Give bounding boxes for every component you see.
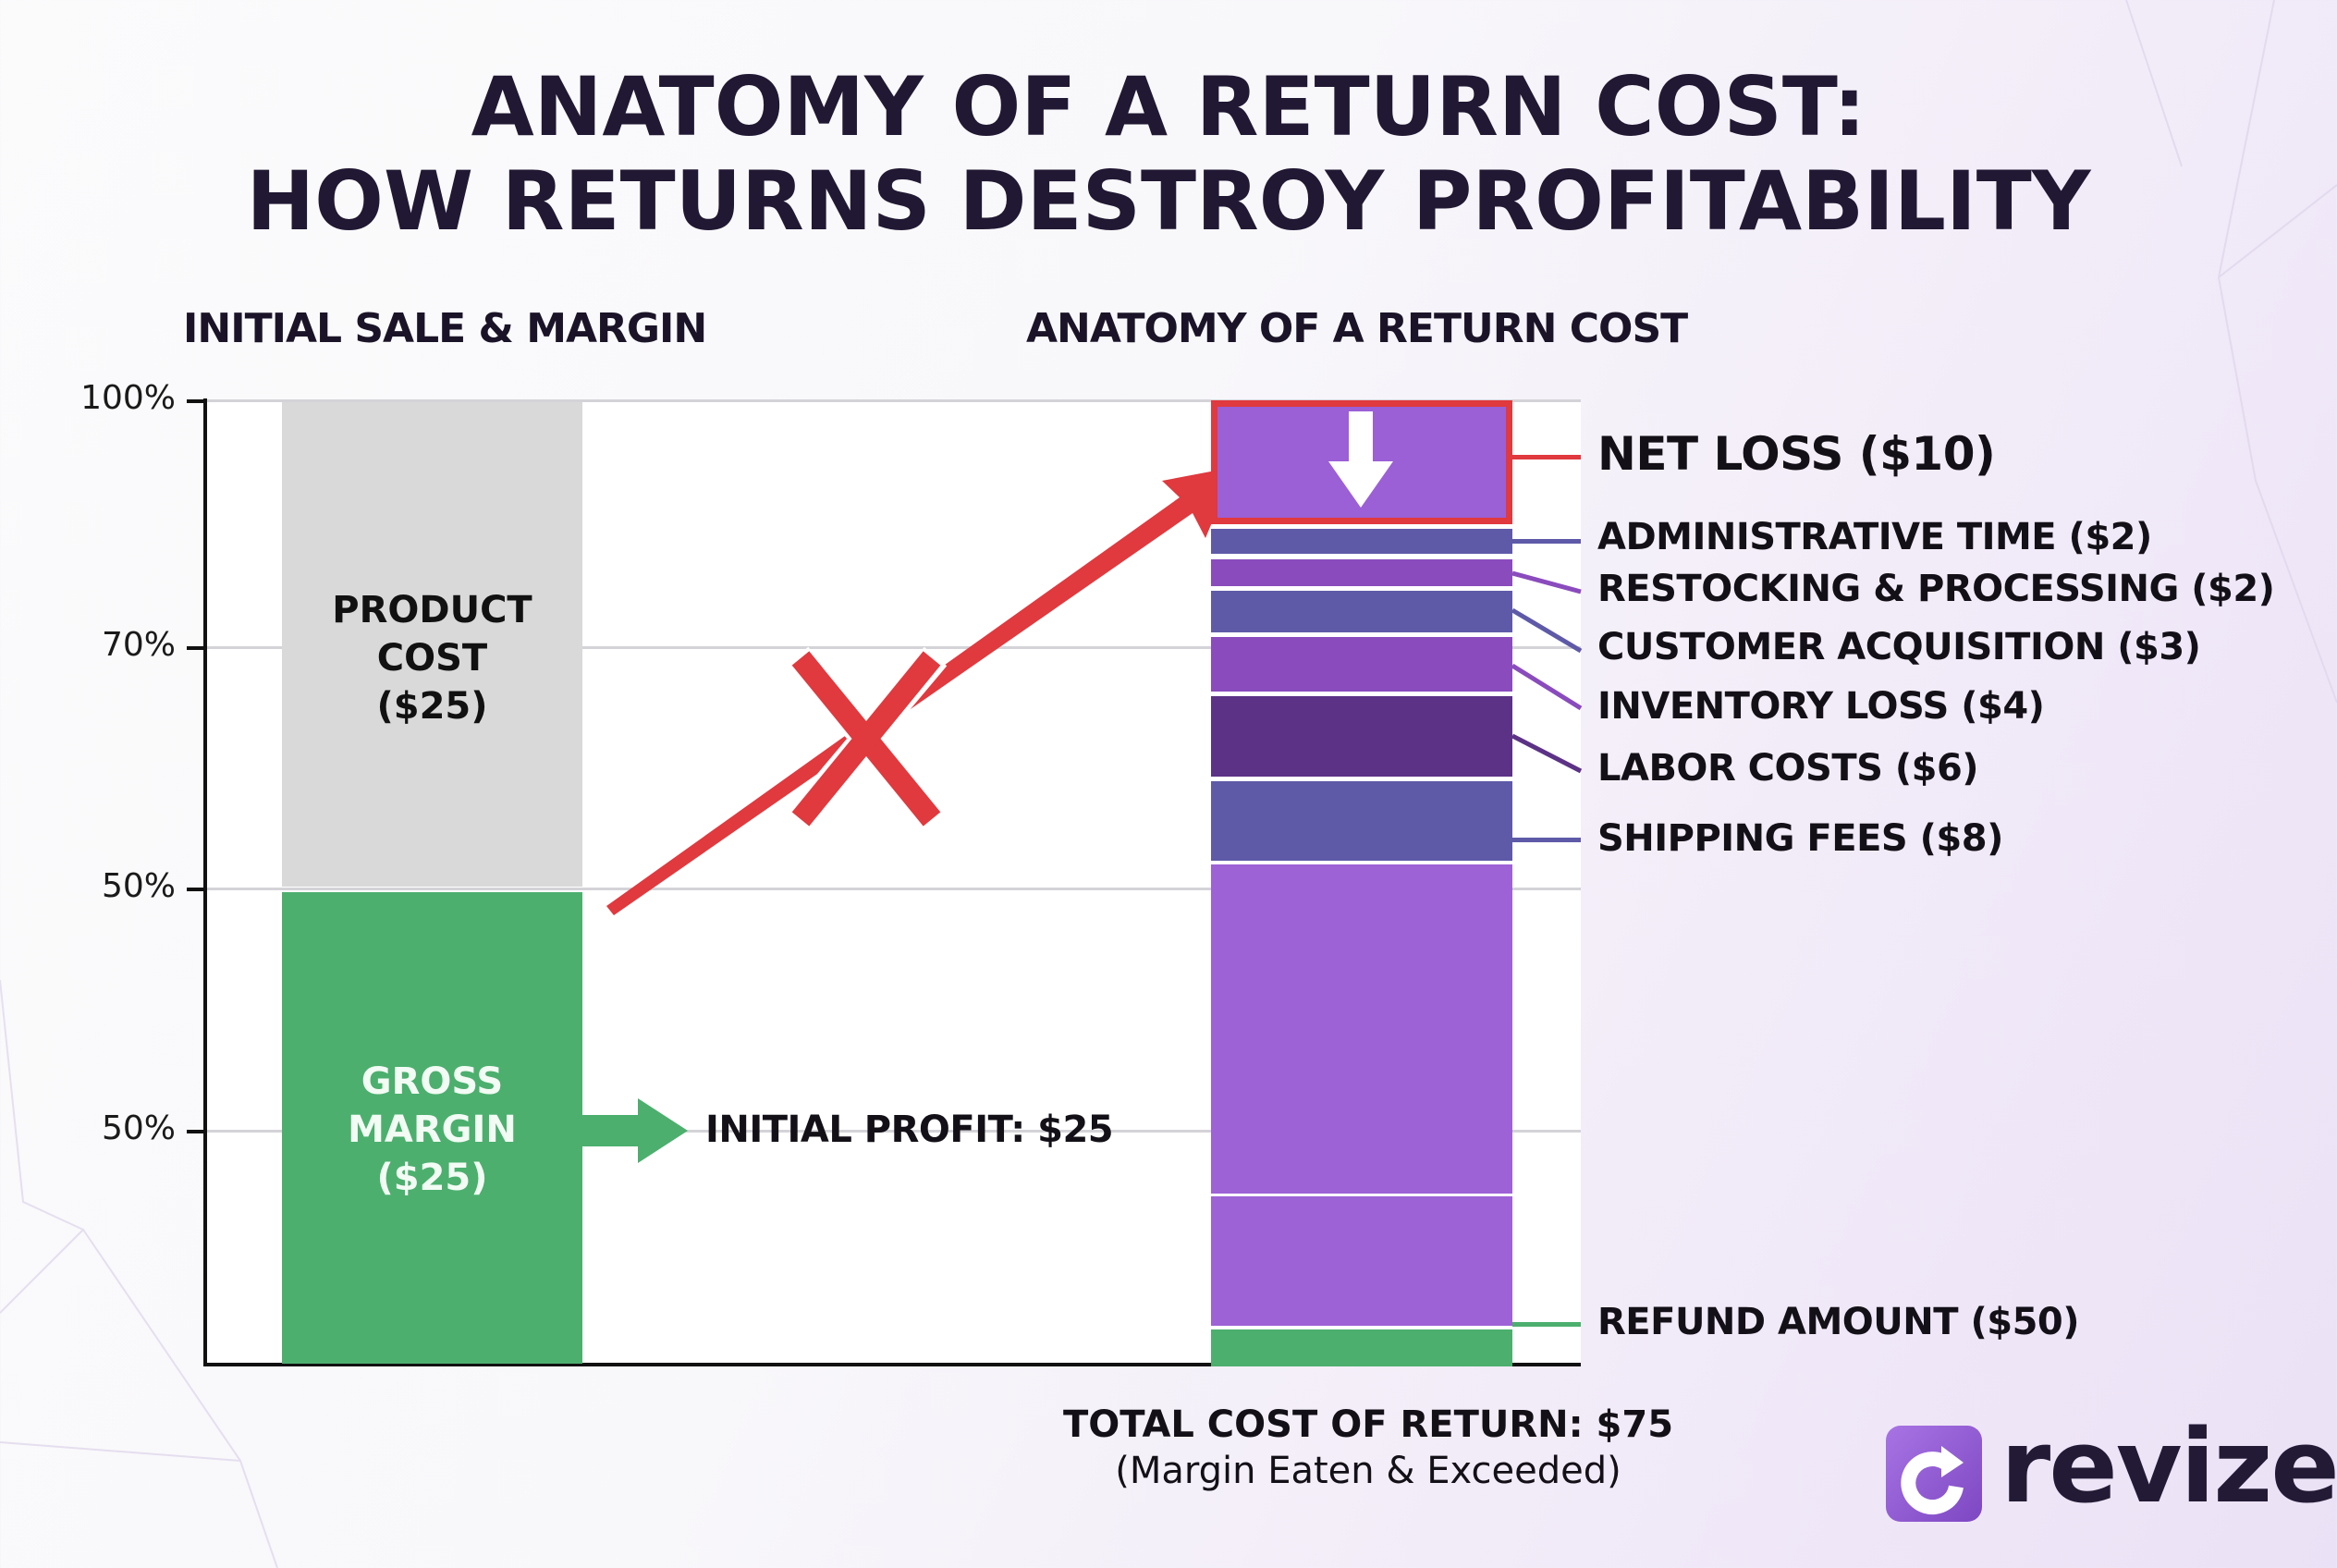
bar-product-cost	[282, 402, 582, 887]
segment-admin-time	[1211, 529, 1512, 554]
segment-customer-acquisition	[1211, 591, 1512, 632]
label-inventory-loss: INVENTORY LOSS ($4)	[1597, 685, 2045, 728]
crossed-growth-arrow-icon	[606, 467, 1235, 915]
label-admin-time: ADMINISTRATIVE TIME ($2)	[1597, 516, 2152, 558]
product-cost-line3: ($25)	[376, 685, 488, 728]
gridline-50a	[205, 888, 1581, 890]
bar-gross-margin	[282, 892, 582, 1364]
page-title-line2: HOW RETURNS DESTROY PROFITABILITY	[246, 153, 2091, 249]
label-shipping-fees: SHIPPING FEES ($8)	[1597, 817, 2003, 860]
segment-restocking	[1211, 559, 1512, 586]
gross-margin-line3: ($25)	[376, 1157, 488, 1199]
section-title-right: ANATOMY OF A RETURN COST	[1026, 305, 1688, 352]
y-tick-label: 50%	[101, 867, 176, 905]
gridline-100	[205, 399, 1581, 402]
section-title-left: INITIAL SALE & MARGIN	[183, 305, 707, 352]
leader-net-loss	[1512, 455, 1581, 459]
tick-mark	[187, 1130, 205, 1133]
segment-labor-costs	[1211, 696, 1512, 777]
product-cost-label: PRODUCT COST ($25)	[282, 586, 582, 730]
brand-name: revize	[2001, 1407, 2337, 1525]
x-axis-line	[203, 1363, 1581, 1366]
label-customer-acquisition: CUSTOMER ACQUISITION ($3)	[1597, 626, 2201, 668]
brand-logo: revize	[1886, 1407, 2337, 1525]
y-tick-label: 50%	[101, 1109, 176, 1147]
gross-margin-line2: MARGIN	[348, 1109, 517, 1151]
tick-mark	[187, 888, 205, 891]
segment-inventory-loss	[1211, 637, 1512, 692]
label-labor-costs: LABOR COSTS ($6)	[1597, 747, 1979, 790]
product-cost-line2: COST	[376, 637, 488, 680]
gridline-70	[205, 646, 1581, 649]
gridline-50b	[205, 1130, 1581, 1133]
total-cost-note: (Margin Eaten & Exceeded)	[1115, 1450, 1621, 1492]
gross-margin-label: GROSS MARGIN ($25)	[282, 1058, 582, 1202]
segment-green-base	[1211, 1326, 1512, 1366]
tick-mark	[187, 646, 205, 650]
y-axis-line	[203, 398, 207, 1366]
y-tick-label: 100%	[80, 379, 176, 417]
label-refund-amount: REFUND AMOUNT ($50)	[1597, 1301, 2080, 1343]
leader-lines-angled	[1512, 570, 1583, 774]
gross-margin-line1: GROSS	[361, 1060, 504, 1103]
refresh-arrow-icon	[1886, 1426, 1982, 1522]
down-arrow-icon	[1328, 411, 1393, 508]
leader-refund	[1512, 1322, 1581, 1327]
page-title-line1: ANATOMY OF A RETURN COST:	[471, 59, 1866, 154]
segment-shipping-fees	[1211, 781, 1512, 861]
product-cost-line1: PRODUCT	[332, 589, 532, 631]
green-arrow-icon	[581, 1098, 688, 1163]
leader-admin	[1512, 539, 1581, 544]
initial-profit-label: INITIAL PROFIT: $25	[705, 1109, 1114, 1151]
leader-shipping	[1512, 838, 1581, 842]
label-restocking: RESTOCKING & PROCESSING ($2)	[1597, 568, 2275, 610]
y-tick-label: 70%	[101, 626, 176, 664]
segment-refund-amount	[1211, 864, 1512, 1194]
label-net-loss: NET LOSS ($10)	[1597, 427, 1996, 481]
total-cost-label: TOTAL COST OF RETURN: $75	[1062, 1403, 1674, 1446]
tick-mark	[187, 399, 205, 403]
